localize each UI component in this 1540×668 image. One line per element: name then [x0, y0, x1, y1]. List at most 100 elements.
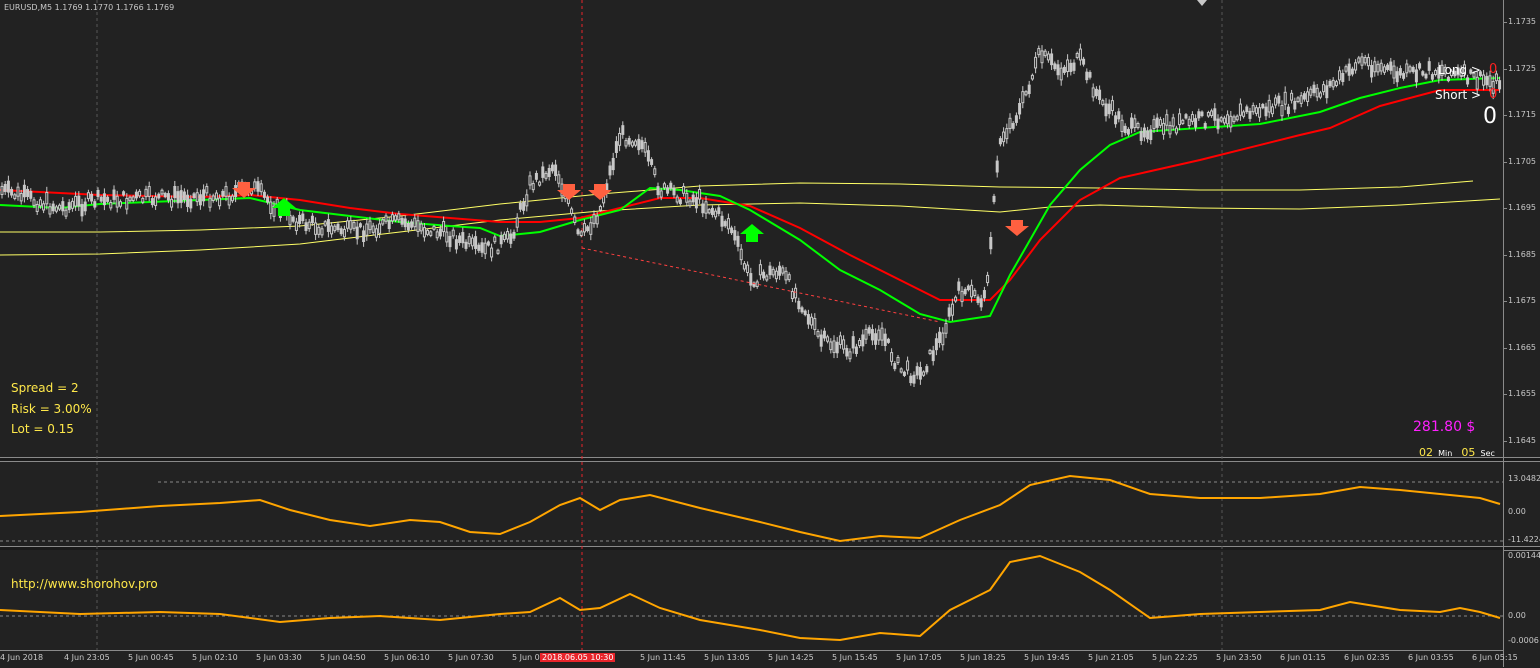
- candle-body: [1165, 114, 1169, 126]
- candle-body: [874, 333, 878, 345]
- candle-body: [589, 222, 593, 235]
- candle-body: [1363, 57, 1367, 64]
- candle-body: [880, 327, 884, 341]
- oscillator-pane-2[interactable]: [0, 550, 1503, 650]
- candle-body: [650, 159, 654, 165]
- candle-body: [950, 303, 954, 316]
- chart-shift-marker-icon[interactable]: [1197, 0, 1207, 6]
- pane-separator-1[interactable]: [0, 457, 1540, 462]
- candle-body: [1418, 63, 1422, 69]
- candle-body: [835, 341, 839, 354]
- lot-label: Lot = 0.15: [11, 422, 74, 436]
- candle-body: [1434, 70, 1438, 76]
- candle-body: [803, 310, 807, 316]
- candle-body: [349, 220, 353, 230]
- candle-body: [496, 249, 500, 254]
- price-tick-mark: [1503, 301, 1507, 302]
- candle-body: [534, 172, 538, 180]
- candle-body: [150, 198, 154, 206]
- candle-body: [643, 142, 647, 153]
- candle-body: [630, 141, 634, 147]
- candle-body: [1114, 115, 1118, 125]
- candle-body: [675, 196, 679, 203]
- candle-body: [310, 215, 314, 224]
- candle-body: [672, 187, 676, 196]
- candle-body: [845, 348, 849, 357]
- candle-body: [1088, 72, 1092, 78]
- candle-body: [35, 203, 39, 212]
- candle-body: [1187, 118, 1191, 127]
- candle-body: [176, 191, 180, 204]
- candle-body: [528, 175, 532, 186]
- time-axis[interactable]: [0, 650, 1503, 668]
- price-tick-label: 1.1715: [1508, 110, 1536, 119]
- candle-body: [637, 138, 641, 151]
- candle-body: [464, 241, 468, 249]
- candle-body: [1146, 130, 1150, 140]
- time-tick-label: 4 Jun 2018: [0, 653, 44, 662]
- candle-body: [714, 210, 718, 218]
- candle-body: [173, 186, 177, 199]
- candle-body: [1126, 129, 1130, 135]
- candle-body: [442, 221, 446, 233]
- candle-body: [211, 195, 215, 201]
- candle-body: [298, 214, 302, 224]
- candle-body: [70, 200, 74, 209]
- website-url[interactable]: http://www.shorohov.pro: [11, 577, 158, 591]
- candle-body: [294, 221, 298, 232]
- candle-body: [851, 336, 855, 349]
- candle-body: [1043, 50, 1047, 57]
- chart-canvas[interactable]: [0, 0, 1503, 650]
- candle-body: [32, 199, 36, 206]
- candle-body: [576, 229, 580, 235]
- candle-body: [368, 220, 372, 231]
- candle-body: [362, 230, 366, 243]
- candle-body: [854, 346, 858, 354]
- price-axis[interactable]: [1503, 0, 1540, 667]
- candle-body: [704, 201, 708, 214]
- candle-body: [307, 221, 311, 230]
- time-tick-label: 5 Jun 23:50: [1216, 653, 1262, 662]
- candle-body: [954, 296, 958, 302]
- candle-body: [1232, 116, 1236, 123]
- candle-body: [1322, 84, 1326, 93]
- candle-body: [214, 192, 218, 200]
- candle-body: [682, 185, 686, 194]
- candle-body: [621, 125, 625, 135]
- candle-body: [163, 192, 167, 198]
- candle-body: [1200, 111, 1204, 117]
- candle-body: [422, 227, 426, 238]
- timer-min-label: Min: [1438, 449, 1453, 458]
- candle-body: [1005, 128, 1009, 140]
- candle-body: [858, 339, 862, 347]
- candle-body: [957, 281, 961, 291]
- candle-body: [1133, 118, 1137, 129]
- candle-body: [547, 167, 551, 178]
- candle-body: [394, 215, 398, 221]
- price-tick-mark: [1503, 440, 1507, 442]
- candle-body: [106, 196, 110, 202]
- candle-body: [726, 218, 730, 230]
- candle-body: [118, 201, 122, 207]
- candle-body: [1142, 127, 1146, 138]
- candle-body: [816, 331, 820, 337]
- candle-body: [784, 270, 788, 281]
- candle-body: [157, 193, 161, 199]
- candle-body: [1021, 91, 1025, 104]
- candle-body: [829, 341, 833, 351]
- candle-body: [701, 203, 705, 214]
- osc1-line: [0, 474, 1501, 543]
- short-label: Short >: [1435, 88, 1482, 102]
- candle-body: [1181, 119, 1185, 124]
- candle-body: [467, 236, 471, 245]
- candle-body: [538, 181, 542, 186]
- candle-body: [678, 199, 682, 205]
- candle-body: [486, 241, 490, 246]
- candle-body: [1446, 76, 1450, 82]
- candle-body: [912, 374, 916, 384]
- candle-body: [544, 172, 548, 179]
- candle-body: [435, 231, 439, 239]
- candle-body: [618, 132, 622, 146]
- oscillator-pane-1[interactable]: [0, 462, 1503, 546]
- candle-body: [1424, 73, 1428, 79]
